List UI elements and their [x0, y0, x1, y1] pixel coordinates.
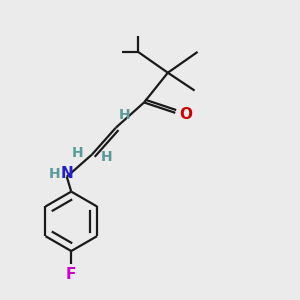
Text: O: O	[179, 107, 192, 122]
Text: H: H	[100, 150, 112, 164]
Text: H: H	[72, 146, 84, 160]
Text: H: H	[49, 167, 60, 181]
Text: H: H	[118, 108, 130, 122]
Text: N: N	[60, 166, 73, 181]
Text: F: F	[66, 266, 76, 281]
